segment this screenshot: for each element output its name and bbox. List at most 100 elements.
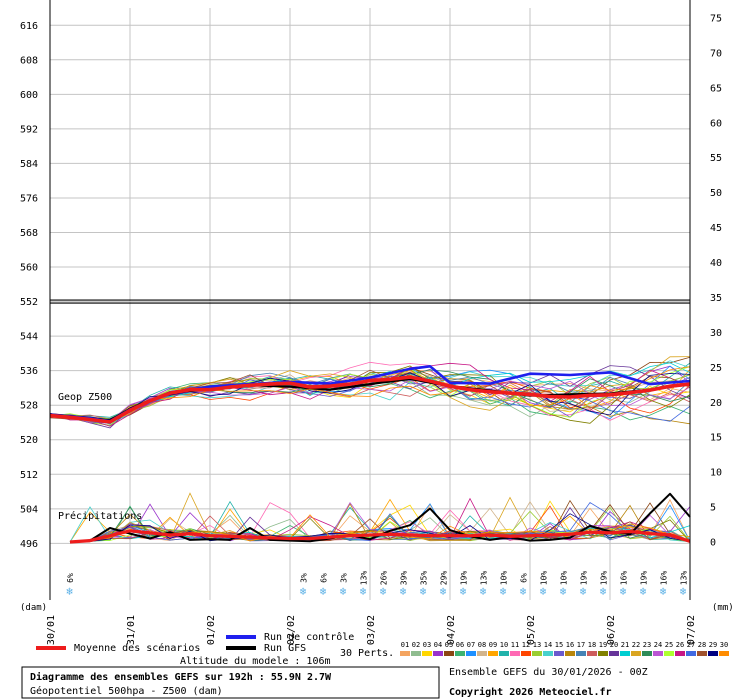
perturbation-swatch: [444, 651, 454, 656]
perturbation-number: 12: [522, 641, 530, 649]
perturbation-number: 09: [489, 641, 497, 649]
precip-annotation: Précipitations: [58, 510, 142, 522]
perturbation-number: 04: [434, 641, 442, 649]
snowflake-icon: ❄: [580, 585, 587, 598]
snowflake-icon: ❄: [320, 585, 327, 598]
perturbation-swatch: [466, 651, 476, 656]
perturbation-number: 19: [599, 641, 607, 649]
info-box: [21, 666, 440, 699]
snowflake-icon: ❄: [400, 585, 407, 598]
right-tick-label: 5: [710, 503, 716, 514]
perturbation-number: 14: [544, 641, 552, 649]
snowflake-icon: ❄: [460, 585, 467, 598]
perturbation-swatch: [433, 651, 443, 656]
chart-subtitle: Géopotentiel 500hpa - Z500 (dam): [30, 685, 223, 697]
snow-probability-label: 19%: [460, 571, 469, 586]
left-tick-label: 536: [20, 366, 38, 377]
snowflake-icon: ❄: [420, 585, 427, 598]
perturbation-swatch: [532, 651, 542, 656]
perturbation-swatch: [664, 651, 674, 656]
snow-probability-label: 19%: [640, 571, 649, 586]
snowflake-icon: ❄: [66, 585, 73, 598]
right-tick-label: 0: [710, 538, 716, 549]
snow-probability-label: 10%: [560, 571, 569, 586]
snow-probability-label: 10%: [500, 571, 509, 586]
perturbation-number: 29: [709, 641, 717, 649]
snowflake-icon: ❄: [500, 585, 507, 598]
perturbation-number: 21: [621, 641, 629, 649]
snowflake-icon: ❄: [300, 585, 307, 598]
perturbation-number: 06: [456, 641, 464, 649]
left-tick-label: 600: [20, 90, 38, 101]
snow-probability-label: 6%: [320, 573, 329, 583]
perturbation-number: 25: [665, 641, 673, 649]
geop-annotation: Geop Z500: [58, 392, 112, 403]
perturbation-swatch: [455, 651, 465, 656]
x-tick-label: 04/02: [446, 615, 457, 645]
snowflake-icon: ❄: [600, 585, 607, 598]
left-tick-label: 528: [20, 401, 38, 412]
perturbation-swatch: [477, 651, 487, 656]
perturbation-swatch: [488, 651, 498, 656]
perturbation-swatch: [609, 651, 619, 656]
perturbation-number: 11: [511, 641, 519, 649]
perturbation-swatch: [587, 651, 597, 656]
perturbation-swatch: [554, 651, 564, 656]
snowflake-icon: ❄: [660, 585, 667, 598]
perturbation-swatch: [686, 651, 696, 656]
snowflake-icon: ❄: [520, 585, 527, 598]
snow-probability-label: 26%: [380, 571, 389, 586]
run-info: Ensemble GEFS du 30/01/2026 - 00Z: [449, 667, 648, 678]
snowflake-icon: ❄: [480, 585, 487, 598]
perturbation-swatch: [543, 651, 553, 656]
legend-control-label: Run de contrôle: [264, 631, 354, 643]
main-series-lines: [49, 364, 691, 544]
x-tick-label: 03/02: [366, 615, 377, 645]
left-tick-label: 592: [20, 124, 38, 135]
perturbation-number: 07: [467, 641, 475, 649]
perturbation-swatch: [598, 651, 608, 656]
legend-gfs-label: Run GFS: [264, 643, 306, 654]
perturbation-swatch: [521, 651, 531, 656]
snowflake-icon: ❄: [360, 585, 367, 598]
right-tick-label: 50: [710, 188, 722, 199]
perturbation-number: 03: [423, 641, 431, 649]
geop-mean-line: [49, 375, 691, 424]
snowflake-icon: ❄: [540, 585, 547, 598]
reference-line-group: [50, 299, 690, 304]
perturbation-swatch: [719, 651, 729, 656]
perturbation-number: 10: [500, 641, 508, 649]
x-tick-label: 06/02: [606, 615, 617, 645]
x-tick-label: 05/02: [526, 615, 537, 645]
snowflake-icon: ❄: [380, 585, 387, 598]
snow-probability-label: 6%: [520, 573, 529, 583]
x-tick-label: 31/01: [126, 615, 137, 645]
right-tick-label: 35: [710, 293, 722, 304]
perturbation-swatch: [631, 651, 641, 656]
axes: 4965045125205285365445525605685765845926…: [20, 0, 722, 645]
perturbation-swatch: [576, 651, 586, 656]
left-tick-label: 504: [20, 504, 38, 515]
precip-member-line: [69, 501, 691, 543]
perturbation-swatch: [620, 651, 630, 656]
perturbation-swatch: [697, 651, 707, 656]
right-axis-label: (mm): [712, 603, 734, 613]
chart-title: Diagramme des ensembles GEFS sur 192h : …: [30, 671, 332, 683]
left-tick-label: 552: [20, 297, 38, 308]
left-tick-label: 512: [20, 470, 38, 481]
perturbation-number: 22: [632, 641, 640, 649]
snow-probabilities: ❄6%❄3%❄6%❄3%❄13%❄26%❄39%❄35%❄29%❄19%❄13%…: [66, 571, 689, 598]
left-tick-label: 576: [20, 193, 38, 204]
precip-mean-line: [69, 529, 691, 544]
snow-probability-label: 3%: [300, 573, 309, 583]
perturbation-swatch: [510, 651, 520, 656]
left-tick-label: 568: [20, 228, 38, 239]
snowflake-icon: ❄: [620, 585, 627, 598]
perturbation-number: 28: [698, 641, 706, 649]
perturbation-number: 13: [533, 641, 541, 649]
snow-probability-label: 29%: [440, 571, 449, 586]
left-tick-label: 584: [20, 159, 38, 170]
snow-probability-label: 39%: [400, 571, 409, 586]
snowflake-icon: ❄: [680, 585, 687, 598]
